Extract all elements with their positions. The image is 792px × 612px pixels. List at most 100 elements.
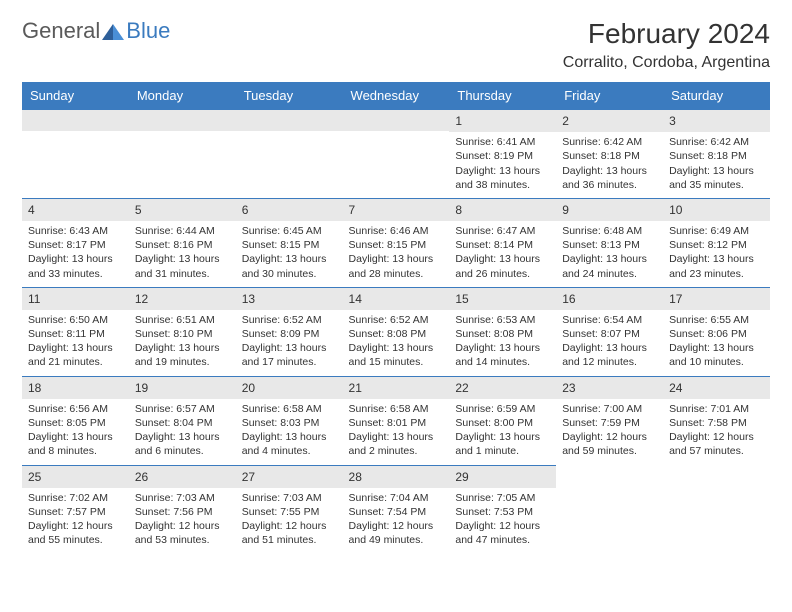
logo: General Blue xyxy=(22,18,170,44)
day-details: Sunrise: 6:41 AMSunset: 8:19 PMDaylight:… xyxy=(449,132,556,198)
empty-cell xyxy=(236,109,343,131)
empty-cell xyxy=(129,109,236,131)
logo-text-general: General xyxy=(22,18,100,44)
calendar-cell: 27Sunrise: 7:03 AMSunset: 7:55 PMDayligh… xyxy=(236,465,343,554)
weekday-header: Wednesday xyxy=(343,82,450,109)
day-details: Sunrise: 6:53 AMSunset: 8:08 PMDaylight:… xyxy=(449,310,556,376)
calendar-page: General Blue February 2024 Corralito, Co… xyxy=(0,0,792,571)
weekday-header: Tuesday xyxy=(236,82,343,109)
day-number: 4 xyxy=(22,198,129,221)
day-number: 27 xyxy=(236,465,343,488)
calendar-cell: 26Sunrise: 7:03 AMSunset: 7:56 PMDayligh… xyxy=(129,465,236,554)
day-details: Sunrise: 6:42 AMSunset: 8:18 PMDaylight:… xyxy=(663,132,770,198)
calendar-cell: 2Sunrise: 6:42 AMSunset: 8:18 PMDaylight… xyxy=(556,109,663,198)
day-details: Sunrise: 6:43 AMSunset: 8:17 PMDaylight:… xyxy=(22,221,129,287)
day-details: Sunrise: 6:58 AMSunset: 8:01 PMDaylight:… xyxy=(343,399,450,465)
calendar-cell: 24Sunrise: 7:01 AMSunset: 7:58 PMDayligh… xyxy=(663,376,770,465)
day-number: 10 xyxy=(663,198,770,221)
day-number: 16 xyxy=(556,287,663,310)
day-number: 14 xyxy=(343,287,450,310)
day-number: 1 xyxy=(449,109,556,132)
day-number: 5 xyxy=(129,198,236,221)
day-number: 25 xyxy=(22,465,129,488)
calendar-cell xyxy=(663,465,770,554)
day-details: Sunrise: 6:52 AMSunset: 8:08 PMDaylight:… xyxy=(343,310,450,376)
day-details: Sunrise: 7:04 AMSunset: 7:54 PMDaylight:… xyxy=(343,488,450,554)
calendar-cell: 17Sunrise: 6:55 AMSunset: 8:06 PMDayligh… xyxy=(663,287,770,376)
calendar-cell xyxy=(343,109,450,198)
day-details: Sunrise: 7:05 AMSunset: 7:53 PMDaylight:… xyxy=(449,488,556,554)
day-details: Sunrise: 6:57 AMSunset: 8:04 PMDaylight:… xyxy=(129,399,236,465)
location: Corralito, Cordoba, Argentina xyxy=(563,54,770,72)
calendar-cell: 29Sunrise: 7:05 AMSunset: 7:53 PMDayligh… xyxy=(449,465,556,554)
calendar-cell: 15Sunrise: 6:53 AMSunset: 8:08 PMDayligh… xyxy=(449,287,556,376)
day-number: 21 xyxy=(343,376,450,399)
day-details: Sunrise: 6:42 AMSunset: 8:18 PMDaylight:… xyxy=(556,132,663,198)
calendar-cell xyxy=(129,109,236,198)
day-details: Sunrise: 7:02 AMSunset: 7:57 PMDaylight:… xyxy=(22,488,129,554)
logo-triangle-icon xyxy=(102,22,124,40)
day-details: Sunrise: 6:44 AMSunset: 8:16 PMDaylight:… xyxy=(129,221,236,287)
day-details: Sunrise: 6:47 AMSunset: 8:14 PMDaylight:… xyxy=(449,221,556,287)
day-number: 6 xyxy=(236,198,343,221)
logo-text-blue: Blue xyxy=(126,18,170,44)
day-details: Sunrise: 6:58 AMSunset: 8:03 PMDaylight:… xyxy=(236,399,343,465)
day-number: 29 xyxy=(449,465,556,488)
day-details: Sunrise: 6:59 AMSunset: 8:00 PMDaylight:… xyxy=(449,399,556,465)
calendar-cell: 22Sunrise: 6:59 AMSunset: 8:00 PMDayligh… xyxy=(449,376,556,465)
calendar-cell: 20Sunrise: 6:58 AMSunset: 8:03 PMDayligh… xyxy=(236,376,343,465)
calendar-cell: 10Sunrise: 6:49 AMSunset: 8:12 PMDayligh… xyxy=(663,198,770,287)
calendar-cell: 3Sunrise: 6:42 AMSunset: 8:18 PMDaylight… xyxy=(663,109,770,198)
day-details: Sunrise: 6:52 AMSunset: 8:09 PMDaylight:… xyxy=(236,310,343,376)
day-number: 19 xyxy=(129,376,236,399)
calendar-row: 25Sunrise: 7:02 AMSunset: 7:57 PMDayligh… xyxy=(22,465,770,554)
day-number: 11 xyxy=(22,287,129,310)
calendar-table: SundayMondayTuesdayWednesdayThursdayFrid… xyxy=(22,82,770,553)
weekday-header: Monday xyxy=(129,82,236,109)
calendar-cell: 23Sunrise: 7:00 AMSunset: 7:59 PMDayligh… xyxy=(556,376,663,465)
calendar-cell: 7Sunrise: 6:46 AMSunset: 8:15 PMDaylight… xyxy=(343,198,450,287)
calendar-row: 18Sunrise: 6:56 AMSunset: 8:05 PMDayligh… xyxy=(22,376,770,465)
calendar-row: 1Sunrise: 6:41 AMSunset: 8:19 PMDaylight… xyxy=(22,109,770,198)
weekday-header: Saturday xyxy=(663,82,770,109)
day-number: 2 xyxy=(556,109,663,132)
day-number: 7 xyxy=(343,198,450,221)
day-number: 9 xyxy=(556,198,663,221)
weekday-header: Thursday xyxy=(449,82,556,109)
calendar-cell: 5Sunrise: 6:44 AMSunset: 8:16 PMDaylight… xyxy=(129,198,236,287)
day-number: 20 xyxy=(236,376,343,399)
calendar-cell: 14Sunrise: 6:52 AMSunset: 8:08 PMDayligh… xyxy=(343,287,450,376)
day-details: Sunrise: 7:00 AMSunset: 7:59 PMDaylight:… xyxy=(556,399,663,465)
calendar-cell xyxy=(236,109,343,198)
day-details: Sunrise: 7:01 AMSunset: 7:58 PMDaylight:… xyxy=(663,399,770,465)
day-number: 3 xyxy=(663,109,770,132)
calendar-cell: 28Sunrise: 7:04 AMSunset: 7:54 PMDayligh… xyxy=(343,465,450,554)
calendar-cell: 1Sunrise: 6:41 AMSunset: 8:19 PMDaylight… xyxy=(449,109,556,198)
day-number: 12 xyxy=(129,287,236,310)
day-number: 13 xyxy=(236,287,343,310)
day-details: Sunrise: 6:54 AMSunset: 8:07 PMDaylight:… xyxy=(556,310,663,376)
day-details: Sunrise: 6:50 AMSunset: 8:11 PMDaylight:… xyxy=(22,310,129,376)
weekday-header-row: SundayMondayTuesdayWednesdayThursdayFrid… xyxy=(22,82,770,109)
calendar-cell xyxy=(22,109,129,198)
calendar-cell: 16Sunrise: 6:54 AMSunset: 8:07 PMDayligh… xyxy=(556,287,663,376)
header: General Blue February 2024 Corralito, Co… xyxy=(22,18,770,72)
calendar-body: 1Sunrise: 6:41 AMSunset: 8:19 PMDaylight… xyxy=(22,109,770,553)
day-number: 28 xyxy=(343,465,450,488)
day-details: Sunrise: 6:49 AMSunset: 8:12 PMDaylight:… xyxy=(663,221,770,287)
calendar-cell: 18Sunrise: 6:56 AMSunset: 8:05 PMDayligh… xyxy=(22,376,129,465)
day-number: 26 xyxy=(129,465,236,488)
day-number: 24 xyxy=(663,376,770,399)
empty-cell xyxy=(343,109,450,131)
calendar-cell: 6Sunrise: 6:45 AMSunset: 8:15 PMDaylight… xyxy=(236,198,343,287)
calendar-cell: 19Sunrise: 6:57 AMSunset: 8:04 PMDayligh… xyxy=(129,376,236,465)
calendar-cell: 4Sunrise: 6:43 AMSunset: 8:17 PMDaylight… xyxy=(22,198,129,287)
weekday-header: Friday xyxy=(556,82,663,109)
empty-cell xyxy=(22,109,129,131)
weekday-header: Sunday xyxy=(22,82,129,109)
day-details: Sunrise: 7:03 AMSunset: 7:55 PMDaylight:… xyxy=(236,488,343,554)
day-details: Sunrise: 6:51 AMSunset: 8:10 PMDaylight:… xyxy=(129,310,236,376)
calendar-cell: 9Sunrise: 6:48 AMSunset: 8:13 PMDaylight… xyxy=(556,198,663,287)
calendar-cell: 21Sunrise: 6:58 AMSunset: 8:01 PMDayligh… xyxy=(343,376,450,465)
calendar-cell xyxy=(556,465,663,554)
